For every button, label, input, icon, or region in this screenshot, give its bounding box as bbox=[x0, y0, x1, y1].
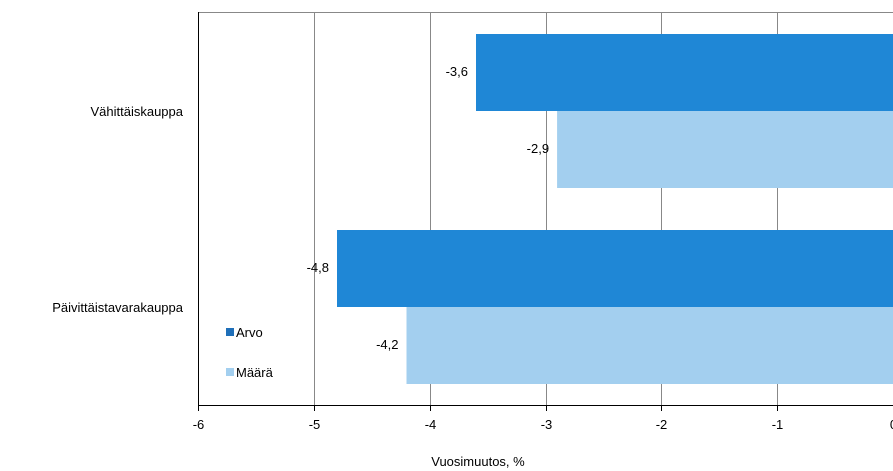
legend-item-arvo: Arvo bbox=[226, 322, 273, 342]
legend-label-maara: Määrä bbox=[236, 364, 273, 380]
legend-swatch-arvo bbox=[226, 328, 234, 336]
data-label: -3,6 bbox=[446, 64, 468, 79]
data-label: -4,2 bbox=[376, 337, 398, 352]
x-tick-label: -3 bbox=[541, 417, 553, 432]
x-axis-title: Vuosimuutos, % bbox=[431, 454, 525, 469]
legend: Arvo Määrä bbox=[226, 322, 273, 402]
bar-arvo-1 bbox=[337, 230, 893, 307]
x-tick-label: -1 bbox=[772, 417, 784, 432]
bar-määrä-1 bbox=[406, 307, 893, 384]
bar-arvo-0 bbox=[476, 34, 893, 111]
legend-swatch-maara bbox=[226, 368, 234, 376]
x-tick-label: -5 bbox=[309, 417, 321, 432]
data-labels: -3,6 -2,9 -4,8 -4,2 bbox=[307, 64, 549, 352]
data-label: -4,8 bbox=[307, 260, 329, 275]
x-tick-label: -6 bbox=[193, 417, 205, 432]
legend-item-maara: Määrä bbox=[226, 362, 273, 382]
bars bbox=[337, 34, 893, 384]
x-tick-label: 0 bbox=[890, 417, 893, 432]
x-tick-label: -2 bbox=[656, 417, 668, 432]
category-label: Päivittäistavarakauppa bbox=[52, 300, 184, 315]
x-tick-label: -4 bbox=[425, 417, 437, 432]
category-labels: Vähittäiskauppa Päivittäistavarakauppa bbox=[52, 104, 184, 315]
data-label: -2,9 bbox=[527, 141, 549, 156]
bar-määrä-0 bbox=[557, 111, 893, 188]
legend-label-arvo: Arvo bbox=[236, 324, 263, 340]
category-label: Vähittäiskauppa bbox=[90, 104, 183, 119]
axes: -6 -5 -4 -3 -2 -1 0 bbox=[193, 12, 893, 432]
